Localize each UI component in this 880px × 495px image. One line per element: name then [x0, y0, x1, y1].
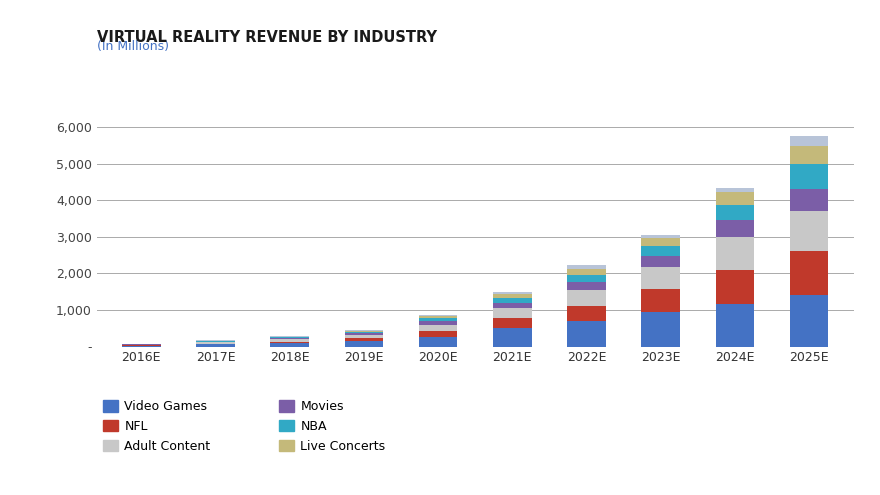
Bar: [715, 188, 754, 192]
Bar: [493, 308, 532, 318]
Bar: [270, 343, 309, 346]
Bar: [196, 341, 235, 342]
Bar: [642, 289, 680, 312]
Bar: [568, 321, 605, 346]
Bar: [419, 315, 458, 316]
Bar: [345, 333, 383, 335]
Bar: [419, 321, 458, 325]
Bar: [568, 269, 605, 275]
Bar: [345, 331, 383, 332]
Bar: [345, 339, 383, 342]
Bar: [493, 294, 532, 298]
Bar: [419, 316, 458, 318]
Bar: [493, 328, 532, 346]
Bar: [345, 335, 383, 339]
Bar: [715, 237, 754, 270]
Bar: [270, 337, 309, 338]
Bar: [196, 343, 235, 344]
Bar: [196, 345, 235, 346]
Bar: [789, 296, 828, 346]
Bar: [568, 305, 605, 321]
Bar: [789, 164, 828, 189]
Bar: [493, 302, 532, 308]
Bar: [345, 330, 383, 331]
Bar: [568, 275, 605, 282]
Bar: [642, 267, 680, 289]
Bar: [715, 270, 754, 304]
Bar: [345, 332, 383, 333]
Text: (In Millions): (In Millions): [97, 41, 169, 53]
Bar: [642, 246, 680, 256]
Bar: [568, 282, 605, 290]
Bar: [789, 211, 828, 251]
Bar: [419, 337, 458, 346]
Bar: [419, 331, 458, 337]
Text: VIRTUAL REALITY REVENUE BY INDUSTRY: VIRTUAL REALITY REVENUE BY INDUSTRY: [97, 30, 436, 45]
Bar: [568, 290, 605, 305]
Bar: [493, 318, 532, 328]
Bar: [270, 340, 309, 342]
Bar: [642, 312, 680, 346]
Bar: [270, 342, 309, 343]
Bar: [419, 325, 458, 331]
Bar: [789, 189, 828, 211]
Bar: [642, 235, 680, 238]
Bar: [493, 292, 532, 294]
Bar: [493, 298, 532, 302]
Bar: [789, 136, 828, 146]
Bar: [419, 318, 458, 321]
Bar: [789, 146, 828, 164]
Bar: [270, 338, 309, 340]
Legend: Video Games, NFL, Adult Content, Movies, NBA, Live Concerts: Video Games, NFL, Adult Content, Movies,…: [103, 400, 385, 453]
Bar: [568, 265, 605, 269]
Bar: [345, 342, 383, 346]
Bar: [642, 238, 680, 246]
Bar: [196, 342, 235, 343]
Bar: [715, 220, 754, 237]
Bar: [642, 256, 680, 267]
Bar: [715, 204, 754, 220]
Bar: [715, 304, 754, 346]
Bar: [715, 192, 754, 204]
Bar: [789, 251, 828, 296]
Bar: [196, 344, 235, 345]
